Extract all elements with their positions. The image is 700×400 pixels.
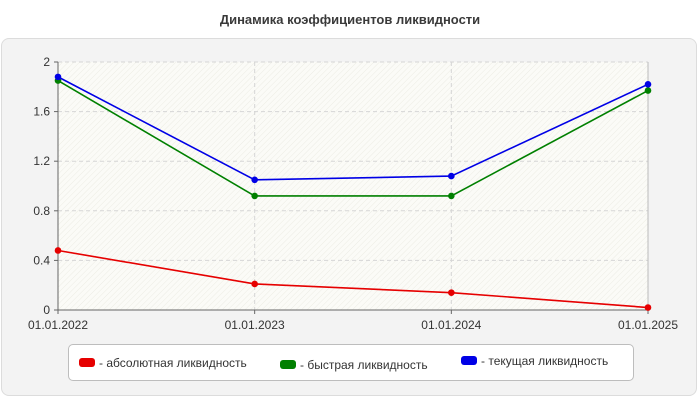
data-point-current <box>644 81 652 88</box>
y-tick-label: 2 <box>43 55 50 69</box>
legend-swatch-absolute <box>79 358 95 367</box>
legend-label-current: - текущая ликвидность <box>481 353 609 368</box>
legend-swatch-current <box>461 356 477 365</box>
chart-legend: - абсолютная ликвидность - быстрая ликви… <box>68 344 634 381</box>
series-line-quick <box>57 79 649 197</box>
data-point-absolute <box>54 247 62 254</box>
legend-item-current: - текущая ликвидность <box>461 343 608 378</box>
x-tick-label: 01.01.2022 <box>28 318 88 332</box>
legend-item-quick: - быстрая ликвидность <box>280 347 428 382</box>
series-line-absolute <box>57 249 649 309</box>
y-tick-label: 1.2 <box>33 154 50 168</box>
y-tick-label: 0.4 <box>33 253 50 267</box>
legend-label-quick: - быстрая ликвидность <box>300 357 428 372</box>
data-point-current <box>448 172 455 180</box>
legend-item-absolute: - абсолютная ликвидность <box>79 345 247 380</box>
series-line-current <box>57 76 649 181</box>
legend-swatch-quick <box>280 360 296 369</box>
data-point-quick <box>251 192 258 200</box>
x-tick-label: 01.01.2023 <box>225 318 285 332</box>
data-point-absolute <box>251 280 258 288</box>
y-tick-label: 0.8 <box>33 204 50 218</box>
data-point-absolute <box>644 304 652 311</box>
data-point-current <box>251 176 258 184</box>
data-point-current <box>54 73 62 81</box>
x-tick-label: 01.01.2024 <box>421 318 481 332</box>
y-tick-label: 0 <box>43 303 50 317</box>
legend-label-absolute: - абсолютная ликвидность <box>99 355 247 370</box>
data-point-absolute <box>448 289 455 296</box>
data-point-quick <box>644 87 652 94</box>
data-point-quick <box>448 192 455 200</box>
plot-area-hatch <box>58 62 648 310</box>
chart-title: Динамика коэффициентов ликвидности <box>219 12 481 27</box>
x-tick-label: 01.01.2025 <box>618 318 678 332</box>
y-tick-label: 1.6 <box>33 105 50 119</box>
